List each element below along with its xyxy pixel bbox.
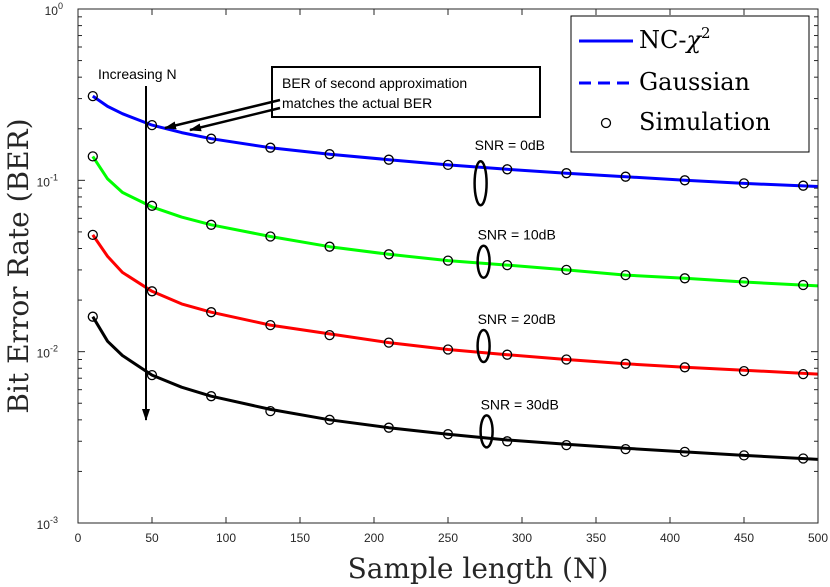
sim-point <box>324 414 335 425</box>
snr-label-2: SNR = 20dB <box>478 311 556 327</box>
annotation-line-2: matches the actual BER <box>282 95 432 111</box>
annotation-line-1: BER of second approximation <box>282 75 467 91</box>
sim-point <box>620 171 631 182</box>
series-group <box>87 90 819 464</box>
annotation-arrow-1 <box>164 98 281 130</box>
sim-point <box>206 307 217 318</box>
sim-point <box>146 369 158 381</box>
increasing-n-label: Increasing N <box>98 66 177 82</box>
snr-label-3: SNR = 30dB <box>481 396 559 412</box>
sim-point <box>87 229 98 241</box>
sim-point <box>206 219 217 230</box>
y-tick-label: 10-1 <box>37 172 58 189</box>
sim-point <box>502 349 513 360</box>
snr-ellipse-0 <box>473 159 488 207</box>
legend-label-0: NC-χ2 <box>639 24 711 54</box>
sim-point <box>442 344 454 355</box>
sim-point <box>383 154 394 165</box>
x-tick-label: 400 <box>660 531 680 545</box>
legend: NC-χ2 Gaussian Simulation <box>570 15 810 153</box>
sim-point <box>383 249 394 260</box>
sim-point <box>561 439 572 451</box>
sim-point <box>561 168 572 179</box>
x-tick-label: 450 <box>734 531 754 545</box>
sim-point <box>561 354 572 365</box>
sim-point <box>738 365 750 377</box>
sim-point <box>442 159 454 171</box>
sim-point <box>798 279 809 291</box>
series-line-0 <box>91 94 819 188</box>
sim-point <box>620 443 631 455</box>
sim-point <box>87 311 98 322</box>
y-tick-label: 10-2 <box>37 344 58 361</box>
sim-point <box>324 329 335 341</box>
y-axis-title: Bit Error Rate (BER) <box>2 118 35 413</box>
x-axis-title: Sample length (N) <box>348 552 609 585</box>
sim-point <box>620 358 631 369</box>
x-tick-label: 100 <box>216 531 236 545</box>
sim-point <box>620 269 631 281</box>
sim-point <box>265 319 276 331</box>
series-line-1 <box>91 155 819 288</box>
sim-point <box>502 259 513 271</box>
legend-label-1: Gaussian <box>639 68 750 96</box>
sim-point <box>146 200 158 211</box>
sim-point <box>265 142 276 153</box>
x-tick-label: 0 <box>75 531 82 545</box>
sim-point <box>324 149 335 160</box>
sim-point <box>738 450 750 461</box>
sim-point <box>442 429 454 440</box>
snr-ellipse-2 <box>476 328 491 364</box>
sim-point <box>383 337 394 348</box>
x-tick-label: 250 <box>438 531 458 545</box>
snr-ellipse-1 <box>476 244 491 279</box>
sim-point <box>324 241 335 252</box>
legend-swatch-marker <box>600 117 612 129</box>
x-tick-label: 350 <box>586 531 606 545</box>
y-tick-label: 10-3 <box>37 515 58 532</box>
sim-point <box>561 264 572 276</box>
snr-label-0: SNR = 0dB <box>475 137 545 153</box>
sim-point <box>798 180 809 191</box>
annotation-arrow-2 <box>189 106 281 132</box>
series-line-2 <box>91 234 819 376</box>
sim-point <box>502 436 513 447</box>
x-tick-label: 50 <box>145 531 159 545</box>
legend-box <box>570 15 810 153</box>
sim-point <box>798 368 809 380</box>
sim-point <box>679 446 690 458</box>
sim-point <box>442 255 454 266</box>
sim-point <box>206 133 217 144</box>
sim-point <box>87 90 98 102</box>
legend-label-2: Simulation <box>639 108 771 136</box>
x-tick-label: 200 <box>364 531 384 545</box>
sim-point <box>206 391 217 402</box>
annotations-group: SNR = 0dB SNR = 10dB SNR = 20dB SNR = 30dB I… <box>98 66 559 449</box>
series-line-3 <box>91 315 819 461</box>
sim-point <box>383 422 394 433</box>
sim-point <box>502 164 513 175</box>
sim-point <box>679 273 690 284</box>
snr-label-1: SNR = 10dB <box>478 227 556 243</box>
x-tick-label: 300 <box>512 531 532 545</box>
x-tick-label: 500 <box>808 531 828 545</box>
sim-point <box>738 178 750 189</box>
sim-point <box>679 175 690 186</box>
sim-point <box>87 151 98 162</box>
sim-point <box>798 453 809 464</box>
snr-ellipse-3 <box>479 414 494 449</box>
sim-point <box>146 286 158 297</box>
sim-point <box>679 362 690 373</box>
sim-point <box>738 276 750 288</box>
annotation-box <box>271 66 541 118</box>
sim-point <box>265 405 276 417</box>
sim-point <box>265 231 276 242</box>
x-tick-label: 150 <box>290 531 310 545</box>
sim-point <box>146 119 158 131</box>
y-tick-label: 100 <box>45 1 63 18</box>
